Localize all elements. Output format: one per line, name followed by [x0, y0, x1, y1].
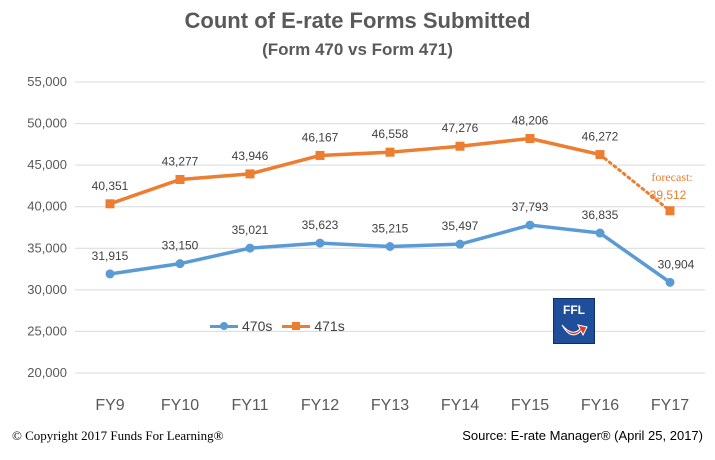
y-tick-label: 45,000 [27, 157, 67, 172]
red-arrow-icon [561, 324, 588, 337]
series-470s-data-label: 35,215 [372, 221, 409, 235]
legend-label-470s: 470s [242, 318, 273, 334]
series-471s-data-label: 43,946 [232, 149, 269, 163]
series-470s-point [595, 228, 605, 238]
logo-text: FFL [563, 303, 585, 317]
series-471s-point [385, 147, 395, 157]
series-470s-point [525, 220, 535, 230]
series-471s-data-label: 43,277 [162, 154, 199, 168]
x-tick-label: FY13 [371, 397, 409, 414]
y-tick-label: 30,000 [27, 282, 67, 297]
series-471s-data-label: 40,351 [92, 179, 129, 193]
series-471s-data-label: 48,206 [512, 113, 549, 127]
series-470s-data-label: 35,497 [442, 219, 479, 233]
x-tick-label: FY11 [231, 397, 268, 414]
chart-legend: 470s 471s [210, 318, 345, 334]
series-470s-point [245, 243, 255, 253]
series-471s-data-label: 46,167 [302, 130, 339, 144]
series-470s-data-label: 33,150 [162, 239, 199, 253]
y-tick-label: 50,000 [27, 116, 67, 131]
forecast-label: forecast: [651, 170, 692, 184]
series-471s-point [315, 150, 325, 160]
y-tick-label: 40,000 [27, 199, 67, 214]
series-471s-line [109, 136, 601, 206]
series-471s-point [175, 174, 185, 184]
chart-subtitle: (Form 470 vs Form 471) [262, 40, 453, 59]
legend-swatch-470s [210, 321, 238, 330]
legend-item-470s: 470s [210, 318, 272, 334]
series-471s-data-label: 39,512 [650, 188, 687, 202]
series-470s-data-label: 36,835 [582, 208, 619, 222]
series-471s-point [245, 169, 255, 179]
legend-swatch-471s [282, 321, 311, 330]
series-471s-data-label: 46,272 [582, 130, 619, 144]
chart-title: Count of E-rate Forms Submitted [184, 8, 531, 33]
x-tick-label: FY17 [651, 397, 689, 414]
copyright-text: © Copyright 2017 Funds For Learning® [12, 428, 224, 443]
series-471s-data-label: 47,276 [442, 121, 479, 135]
series-470s-data-label: 30,904 [658, 257, 695, 271]
series-471s-point [525, 133, 535, 143]
x-tick-label: FY14 [441, 397, 479, 414]
legend-item-471s: 471s [282, 318, 345, 334]
x-tick-label: FY10 [161, 397, 199, 414]
series-470s-point [315, 238, 325, 248]
series-470s-data-label: 31,915 [92, 249, 129, 263]
y-tick-label: 25,000 [27, 323, 67, 338]
source-text: Source: E-rate Manager® (April 25, 2017) [462, 428, 703, 443]
x-tick-label: FY9 [95, 397, 124, 414]
series-470s-data-label: 37,793 [512, 200, 549, 214]
x-tick-label: FY12 [301, 397, 339, 414]
series-471s-forecast-line [598, 153, 672, 213]
series-470s-point [385, 241, 395, 251]
series-471s-point [455, 141, 465, 151]
series-471s-data-label: 46,558 [372, 127, 409, 141]
series-470s-point [665, 277, 675, 287]
series-470s-point [105, 269, 115, 279]
series-471s-point [105, 199, 115, 209]
series-470s-point [175, 259, 185, 269]
y-tick-label: 35,000 [27, 240, 67, 255]
x-tick-label: FY16 [581, 397, 619, 414]
series-471s-point [595, 150, 605, 160]
y-tick-label: 20,000 [27, 365, 67, 380]
series-470s-data-label: 35,021 [232, 223, 269, 237]
x-tick-label: FY15 [511, 397, 549, 414]
legend-label-471s: 471s [314, 318, 345, 334]
ffl-logo: FFL [553, 298, 595, 344]
y-tick-label: 55,000 [27, 74, 67, 89]
series-470s-data-label: 35,623 [302, 218, 339, 232]
series-470s-point [455, 239, 465, 249]
series-471s-point [665, 206, 675, 216]
